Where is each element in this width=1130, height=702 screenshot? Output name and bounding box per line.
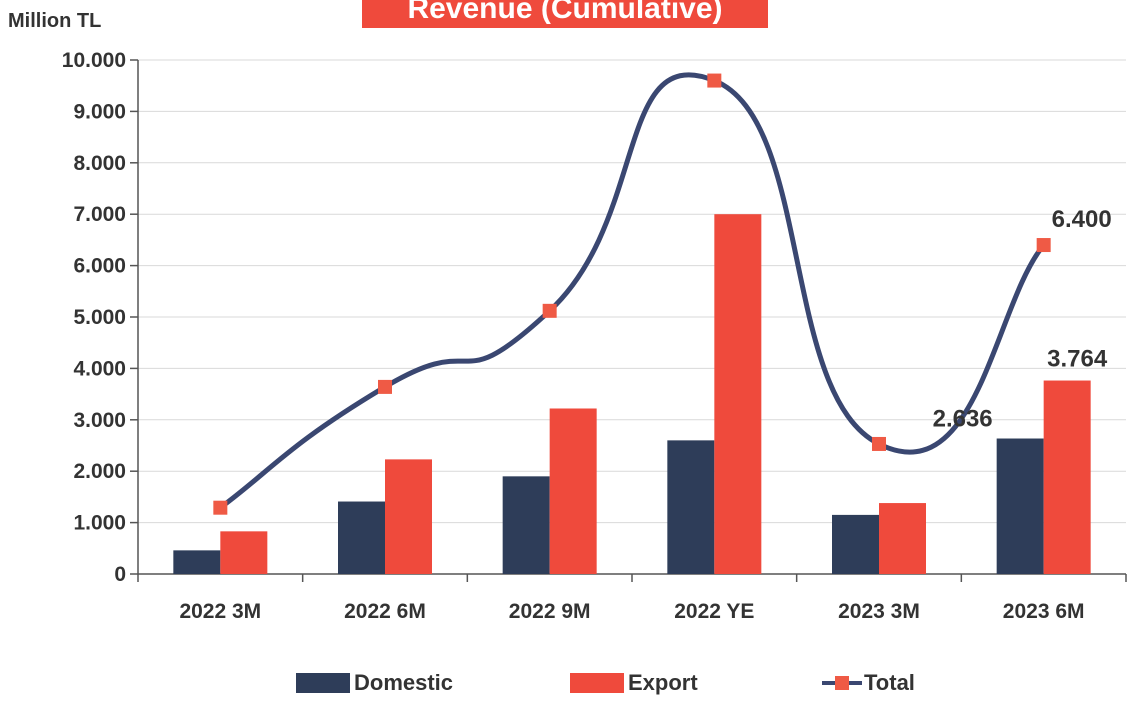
labels: 2.636 3.764 6.400	[933, 206, 1112, 432]
legend-swatch-total	[822, 676, 862, 690]
legend-label-export: Export	[628, 670, 698, 695]
bar-export	[879, 503, 926, 574]
bar-domestic	[338, 501, 385, 574]
bar-export	[1043, 380, 1091, 574]
grid-lines	[138, 59, 1126, 524]
x-tick-label: 2022 6M	[344, 600, 426, 623]
y-tick-label: 5.000	[73, 306, 126, 329]
legend-label-total: Total	[864, 670, 915, 695]
total-marker	[1036, 238, 1051, 253]
x-tick-label: 2022 3M	[179, 600, 261, 623]
bar-domestic	[667, 440, 715, 574]
legend-item-total: Total	[820, 670, 915, 696]
legend-item-domestic: Domestic	[296, 670, 453, 696]
y-tick-label: 7.000	[73, 203, 126, 226]
total-line-series	[213, 72, 1051, 515]
legend-label-domestic: Domestic	[354, 670, 454, 695]
x-tick-label: 2023 6M	[1003, 600, 1085, 623]
y-tick-label: 9.000	[73, 100, 126, 123]
bar-domestic	[832, 514, 879, 574]
legend-item-export: Export	[570, 670, 698, 696]
x-tick-label: 2023 3M	[838, 600, 920, 623]
y-tick-label: 3.000	[73, 409, 126, 432]
total-marker	[213, 500, 228, 515]
y-tick-label: 10.000	[62, 49, 126, 72]
chart-title: Revenue (Cumulative)	[362, 0, 768, 28]
total-marker	[707, 73, 722, 88]
bar-domestic	[996, 438, 1044, 574]
total-marker	[378, 379, 392, 394]
data-label-domestic: 2.636	[933, 406, 993, 433]
bars	[173, 214, 1091, 574]
y-tick-label: 2.000	[73, 460, 126, 483]
y-tick-label: 8.000	[73, 152, 126, 175]
axes: 0 1.000 2.000 3.000 4.000 5.000 6.000 7.000 8.00…	[62, 49, 1127, 623]
legend-swatch-domestic	[296, 673, 350, 693]
total-marker	[872, 436, 886, 451]
total-line	[218, 72, 1046, 510]
data-label-total: 6.400	[1052, 206, 1112, 233]
bar-domestic	[173, 550, 221, 574]
y-tick-label: 4.000	[73, 357, 126, 380]
bar-export	[714, 214, 762, 574]
x-tick-label: 2022 YE	[674, 600, 754, 623]
bar-domestic	[502, 476, 550, 574]
x-tick-label: 2022 9M	[509, 600, 591, 623]
legend-swatch-export	[570, 673, 624, 693]
y-axis-unit-label: Million TL	[8, 10, 102, 32]
bar-export	[549, 408, 597, 574]
y-tick-label: 1.000	[73, 512, 126, 535]
y-tick-label: 0	[114, 563, 126, 586]
data-label-export: 3.764	[1047, 346, 1108, 373]
total-marker	[542, 303, 557, 318]
y-tick-label: 6.000	[73, 255, 126, 278]
bar-export	[385, 459, 432, 574]
bar-export	[220, 531, 268, 574]
